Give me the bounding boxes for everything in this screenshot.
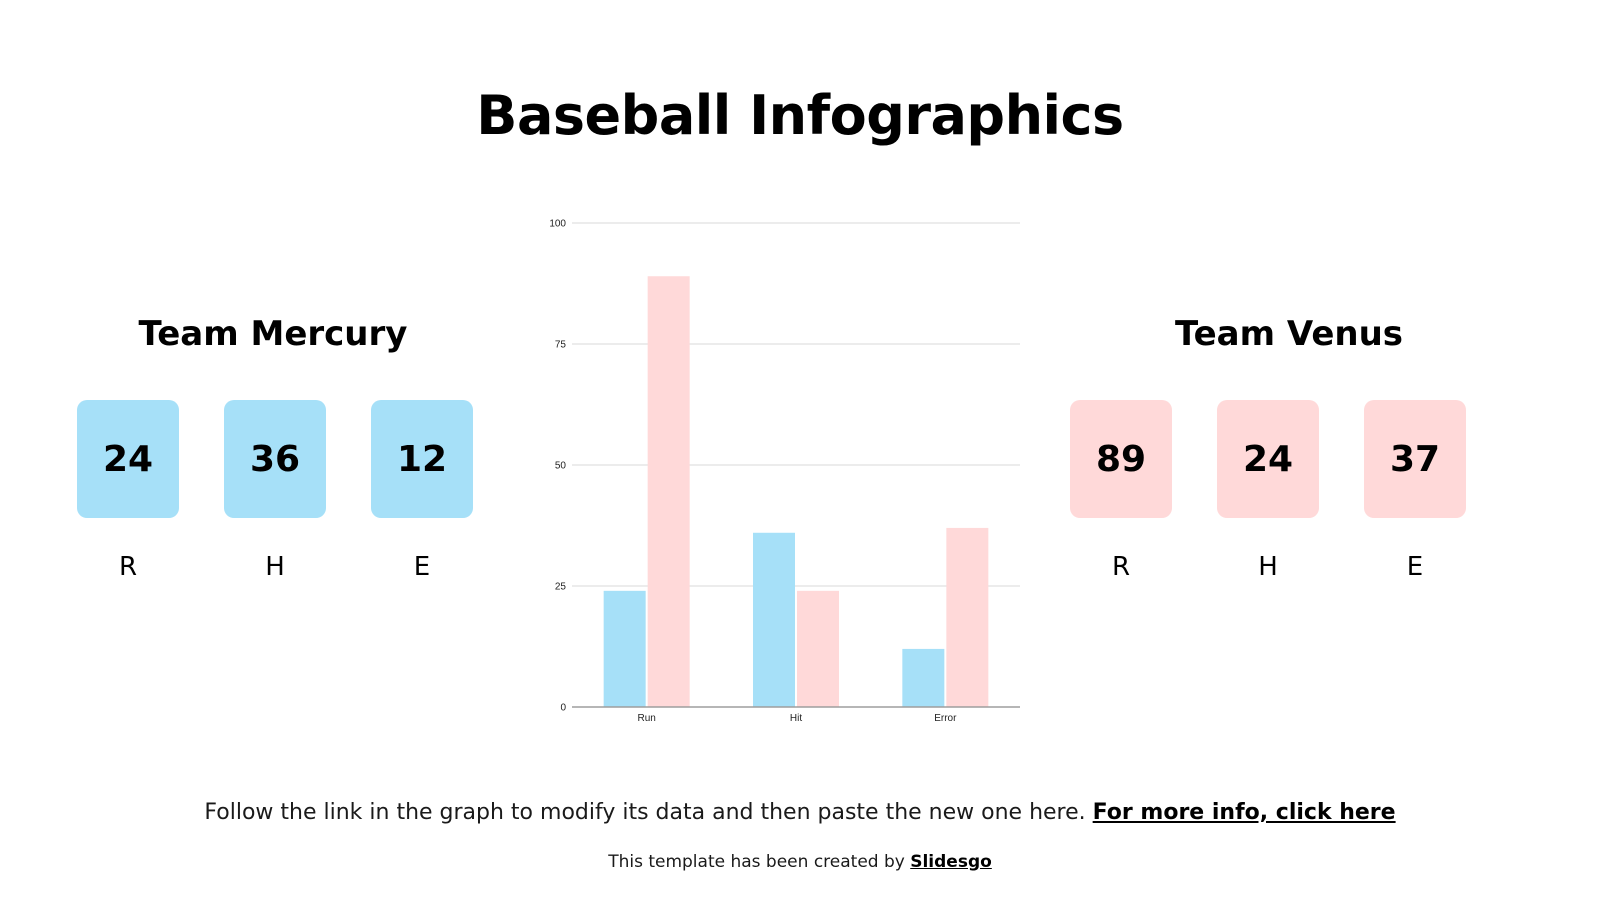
team-mercury-errors-label: E: [413, 552, 431, 582]
y-tick-label: 75: [555, 340, 567, 351]
team-mercury-hits-box: 36: [224, 400, 326, 518]
credit-text: This template has been created by: [608, 852, 905, 872]
team-venus-runs-box: 89: [1070, 400, 1172, 518]
y-tick-label: 100: [549, 219, 566, 230]
y-tick-label: 50: [555, 461, 567, 472]
bar: [797, 590, 839, 707]
team-venus-errors-box: 37: [1364, 400, 1466, 518]
bar: [902, 648, 945, 707]
footer-instructions: Follow the link in the graph to modify i…: [0, 800, 1600, 825]
bar: [647, 276, 690, 707]
team-venus-runs-label: R: [1111, 552, 1131, 582]
bar: [753, 532, 795, 707]
page-title: Baseball Infographics: [476, 84, 1124, 147]
more-info-link[interactable]: For more info, click here: [1092, 800, 1396, 825]
team-venus-title: Team Venus: [1174, 314, 1404, 354]
team-venus-hits-box: 24: [1217, 400, 1319, 518]
team-venus-errors-label: E: [1406, 552, 1424, 582]
team-mercury-hits-label: H: [265, 552, 285, 582]
team-venus-hits-label: H: [1258, 552, 1278, 582]
bar-chart: 0 25 50 75 100 Run Hit Error: [549, 219, 1020, 724]
y-tick-label: 25: [555, 582, 567, 593]
team-mercury-errors-box: 12: [371, 400, 473, 518]
footer-credit: This template has been created by Slides…: [0, 852, 1600, 872]
x-tick-label: Run: [637, 713, 655, 724]
bar: [603, 590, 646, 707]
team-mercury-runs-box: 24: [77, 400, 179, 518]
team-mercury-runs-label: R: [118, 552, 138, 582]
bar: [946, 527, 989, 707]
slidesgo-link[interactable]: Slidesgo: [910, 852, 992, 872]
x-tick-label: Error: [934, 713, 957, 724]
team-mercury-title: Team Mercury: [138, 314, 408, 354]
x-tick-label: Hit: [790, 713, 802, 724]
y-tick-label: 0: [560, 703, 566, 714]
footer-text: Follow the link in the graph to modify i…: [204, 800, 1086, 825]
